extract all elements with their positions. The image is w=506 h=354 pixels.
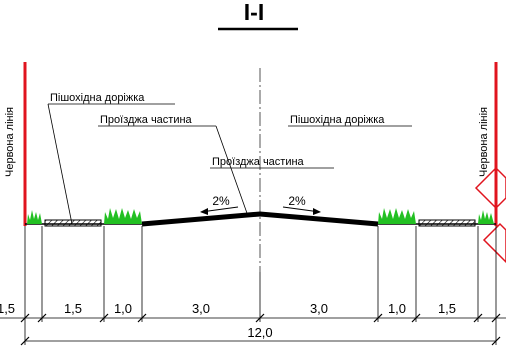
grass-right-verge [378,208,416,224]
sidewalk-left [44,219,102,227]
grass-left-outer [27,210,42,224]
red-line-left-label: Червона лінія [4,107,16,177]
red-marker-top [474,166,506,210]
sidewalk-right [418,219,476,227]
footpath-left-label: Пішохідна доріжка [50,92,145,104]
segment-ticks [20,313,501,323]
slope-left-label: 2% [212,194,230,208]
grass-left-verge [104,208,142,224]
red-marker-bottom [482,222,506,264]
slope-right-label: 2% [288,194,306,208]
carriageway-mid-label: Проїзджа частина [212,156,305,168]
grass-right-outer [478,210,494,224]
dim-segment-7: 1,5 [438,301,456,316]
dim-segment-2: 1,5 [64,301,82,316]
dim-segment-1: 1,5 [0,301,15,316]
dim-segment-4: 3,0 [192,301,210,316]
slope-left-arrowhead [200,208,208,215]
slope-right-arrowhead [313,208,321,215]
dim-segment-3: 1,0 [114,301,132,316]
dim-segment-6: 1,0 [388,301,406,316]
footpath-left-leader [47,103,73,225]
extension-lines [24,226,497,345]
red-line-right-label: Червона лінія [478,107,490,177]
total-ticks [20,336,501,346]
dim-segment-5: 3,0 [310,301,328,316]
dim-total: 12,0 [247,325,272,340]
section-title: I-I [244,0,264,25]
carriageway-top-label: Проїзджа частина [100,114,193,126]
footpath-right-label: Пішохідна доріжка [290,114,385,126]
carriageway [141,211,379,227]
carriageway-top-leader [215,125,249,217]
